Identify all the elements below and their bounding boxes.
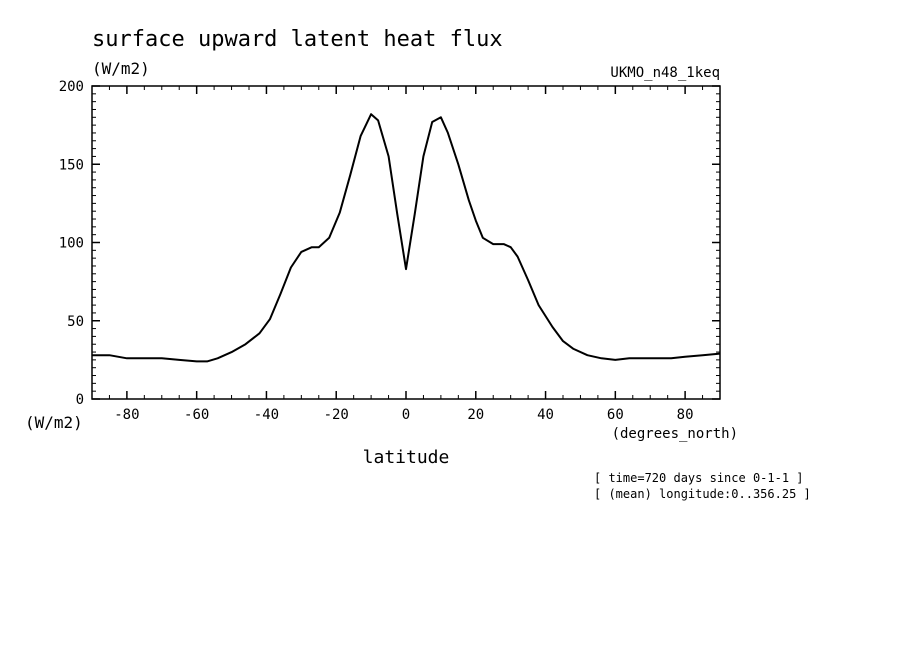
x-tick-label: 60 (607, 407, 624, 423)
y-axis: 0 50 100 150 200 (59, 79, 720, 408)
y-axis-units: (W/m2) (25, 413, 83, 432)
x-tick-label: -60 (184, 407, 209, 423)
chart-title: surface upward latent heat flux (92, 27, 503, 52)
series-line (92, 113, 721, 363)
x-tick-label: -40 (254, 407, 279, 423)
x-tick-label: -20 (324, 407, 349, 423)
note-longitude: [ (mean) longitude:0..356.25 ] (594, 487, 811, 501)
minor-ticks (91, 86, 721, 399)
note-time: [ time=720 days since 0-1-1 ] (594, 471, 804, 485)
y-tick-label: 150 (59, 157, 84, 173)
x-axis-units: (degrees_north) (612, 426, 738, 442)
x-tick-label: -80 (114, 407, 139, 423)
x-tick-label: 40 (537, 407, 554, 423)
y-tick-label: 0 (76, 392, 84, 408)
model-label: UKMO_n48_1keq (610, 65, 720, 81)
x-axis-label: latitude (363, 447, 450, 468)
x-tick-label: 80 (677, 407, 694, 423)
units-label: (W/m2) (92, 59, 150, 78)
y-tick-label: 200 (59, 79, 84, 95)
y-tick-label: 100 (59, 236, 84, 252)
x-tick-label: 0 (402, 407, 410, 423)
plot-frame (91, 85, 721, 400)
y-tick-label: 50 (67, 314, 84, 330)
x-axis: -80 -60 -40 -20 0 20 40 60 80 (114, 86, 694, 423)
x-tick-label: 20 (467, 407, 484, 423)
